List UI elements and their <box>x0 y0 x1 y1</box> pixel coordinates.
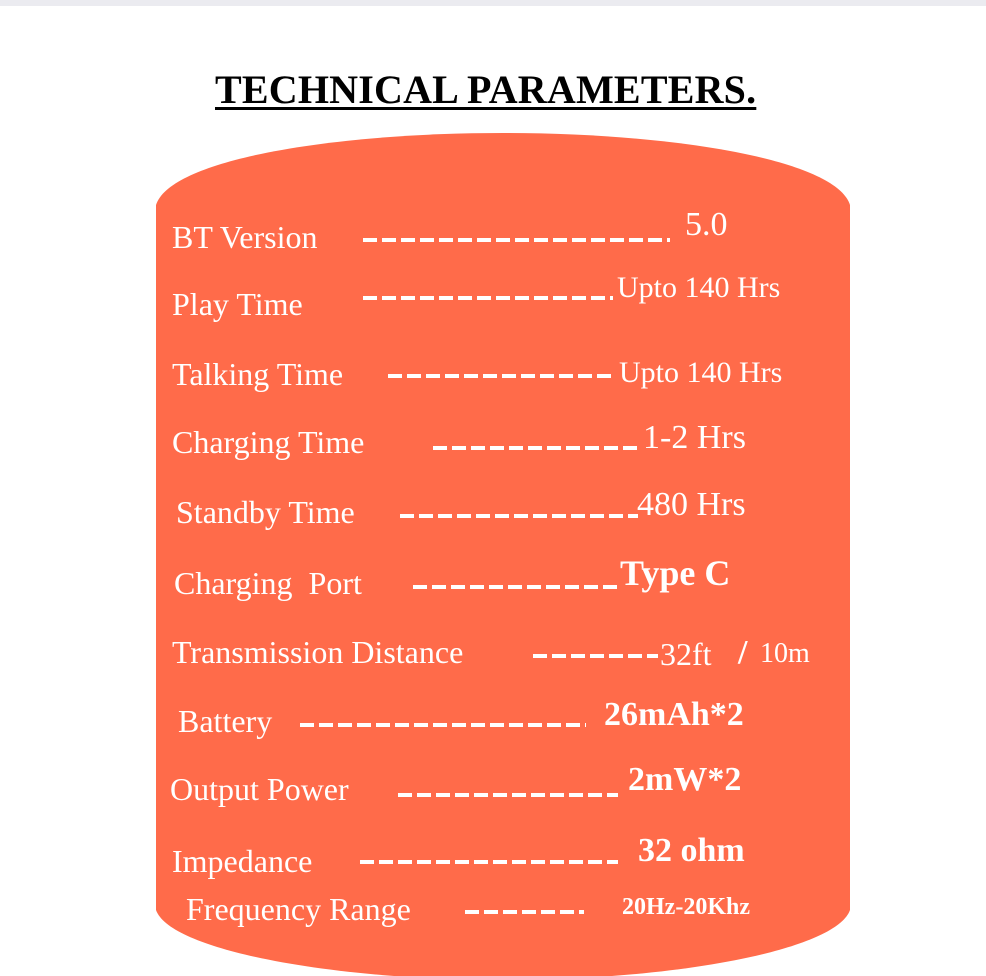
param-label: Charging Port <box>174 565 362 601</box>
param-label: Standby Time <box>176 494 355 530</box>
param-value: 2mW*2 <box>628 761 742 798</box>
dash-leader <box>533 654 658 658</box>
param-value: 480 Hrs <box>637 486 746 523</box>
param-label: Play Time <box>172 286 303 322</box>
panel-shape <box>156 133 850 976</box>
param-value: Upto 140 Hrs <box>619 356 783 389</box>
param-label: Battery <box>178 703 273 739</box>
dash-leader <box>465 910 584 914</box>
param-label: Talking Time <box>172 356 344 392</box>
param-label: Impedance <box>172 843 313 879</box>
param-value: 5.0 <box>685 206 728 243</box>
param-label: Transmission Distance <box>172 634 464 670</box>
param-value: 1-2 Hrs <box>643 419 746 456</box>
dash-leader <box>433 446 641 450</box>
param-value-2: 10m <box>760 638 810 669</box>
param-value: 32ft <box>660 636 712 672</box>
param-value: Type C <box>620 553 731 593</box>
dash-leader <box>398 793 618 797</box>
dash-leader <box>363 296 613 300</box>
top-bar <box>0 0 986 6</box>
page-title: TECHNICAL PARAMETERS. <box>215 67 757 112</box>
param-value: Upto 140 Hrs <box>617 271 781 304</box>
param-label: Frequency Range <box>186 891 411 927</box>
param-value: 26mAh*2 <box>604 696 744 733</box>
dash-leader <box>300 723 586 727</box>
param-value: 32 ohm <box>638 832 745 869</box>
param-label: BT Version <box>172 219 318 255</box>
dash-leader <box>388 374 616 378</box>
separator-slash: / <box>738 634 748 671</box>
param-label: Output Power <box>170 771 349 807</box>
dash-leader <box>360 860 618 864</box>
param-label: Charging Time <box>172 424 365 460</box>
dash-leader <box>363 238 670 242</box>
dash-leader <box>413 585 618 589</box>
param-value: 20Hz-20Khz <box>622 894 750 920</box>
dash-leader <box>400 514 638 518</box>
